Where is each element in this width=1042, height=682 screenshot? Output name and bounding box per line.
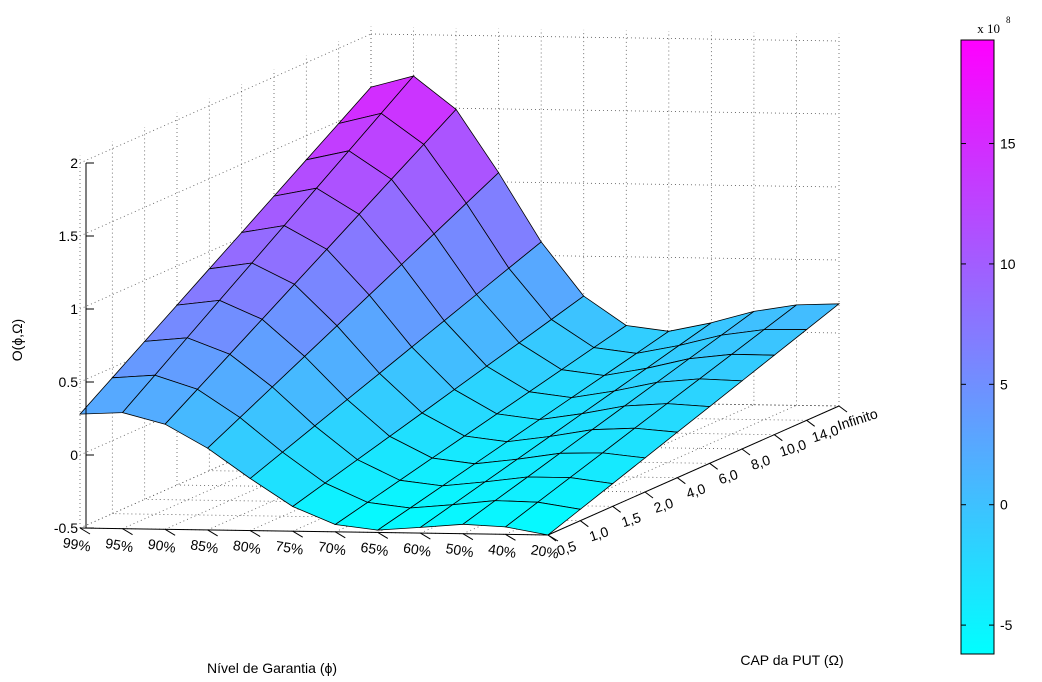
x-tick <box>420 532 431 540</box>
x-tick <box>164 528 176 536</box>
y-tick-label: 4,0 <box>684 480 708 501</box>
y-tick <box>774 434 783 442</box>
y-tick <box>644 491 654 499</box>
colorbar-tick-label: 0 <box>1000 497 1008 513</box>
z-tick-label: 0 <box>70 447 78 463</box>
x-tick-label: 20% <box>530 541 560 561</box>
x-tick <box>505 533 516 541</box>
y-tick <box>677 477 686 485</box>
y-tick-label: 1,0 <box>587 523 611 544</box>
z-tick-label: 0.5 <box>59 374 79 390</box>
y-tick-label: 8,0 <box>749 452 773 473</box>
y-axis-line <box>547 405 840 536</box>
y-tick <box>612 505 621 513</box>
colorbar-tick-label: -5 <box>1000 617 1013 633</box>
surface <box>79 75 841 536</box>
z-axis-label: O(ϕ,Ω) <box>9 319 25 361</box>
colorbar-gradient <box>960 39 995 655</box>
colorbar-tick-label: 10 <box>1000 256 1016 272</box>
x-tick-label: 65% <box>360 539 390 559</box>
y-tick-label: 14,0 <box>810 422 841 446</box>
y-tick <box>741 448 751 456</box>
y-tick-label: 6,0 <box>716 466 740 487</box>
x-tick <box>249 530 261 537</box>
y-tick-label: Infinito <box>835 405 879 433</box>
surface-patch <box>504 501 582 536</box>
x-tick-label: 95% <box>104 535 134 555</box>
z-tick-label: 1.5 <box>59 228 79 244</box>
x-axis-label: Nível de Garantia (ϕ) <box>207 660 337 676</box>
y-tick <box>806 419 815 427</box>
x-tick <box>207 529 218 537</box>
y-axis-label: CAP da PUT (Ω) <box>740 652 843 668</box>
x-tick <box>335 531 346 539</box>
x-tick-label: 85% <box>189 536 219 556</box>
z-tick-label: -0.5 <box>54 520 78 536</box>
x-tick-label: 75% <box>274 538 304 558</box>
x-tick-label: 70% <box>317 538 347 558</box>
y-tick <box>709 462 718 470</box>
x-tick-label: 40% <box>487 541 517 561</box>
colorbar-multiplier: x 10 <box>977 21 1000 36</box>
x-tick-label: 90% <box>147 536 177 556</box>
y-tick <box>547 534 557 542</box>
colorbar: x 10 8 -5 0 5 10 15 <box>960 15 1016 655</box>
axes: -0.5 0 0.5 1 1.5 2 20% 40% 50% 60% 65% 70% 75% 80% 85%… <box>54 155 880 562</box>
x-tick <box>122 528 133 536</box>
x-tick-label: 99% <box>62 534 92 554</box>
x-axis-line <box>79 527 549 536</box>
colorbar-tick-label: 5 <box>1000 376 1008 392</box>
y-tick <box>838 405 848 413</box>
z-tick-label: 1 <box>70 301 78 317</box>
colorbar-exponent: 8 <box>1006 15 1011 25</box>
y-tick-label: 10,0 <box>777 436 808 460</box>
y-tick-label: 2,0 <box>652 495 676 516</box>
y-tick <box>580 520 589 528</box>
x-tick-label: 60% <box>402 539 432 559</box>
x-tick-label: 50% <box>445 540 475 560</box>
grid-line <box>370 33 840 42</box>
x-tick <box>377 532 389 539</box>
x-tick <box>292 530 303 538</box>
y-tick-label: 0,5 <box>555 538 579 559</box>
y-tick-label: 1,5 <box>619 509 643 530</box>
z-tick-label: 2 <box>70 155 78 171</box>
colorbar-ticks: -5 0 5 10 15 <box>961 136 1016 633</box>
x-tick-label: 80% <box>232 537 262 557</box>
x-tick <box>79 527 91 535</box>
colorbar-tick-label: 15 <box>1000 136 1016 152</box>
x-tick <box>462 533 474 541</box>
